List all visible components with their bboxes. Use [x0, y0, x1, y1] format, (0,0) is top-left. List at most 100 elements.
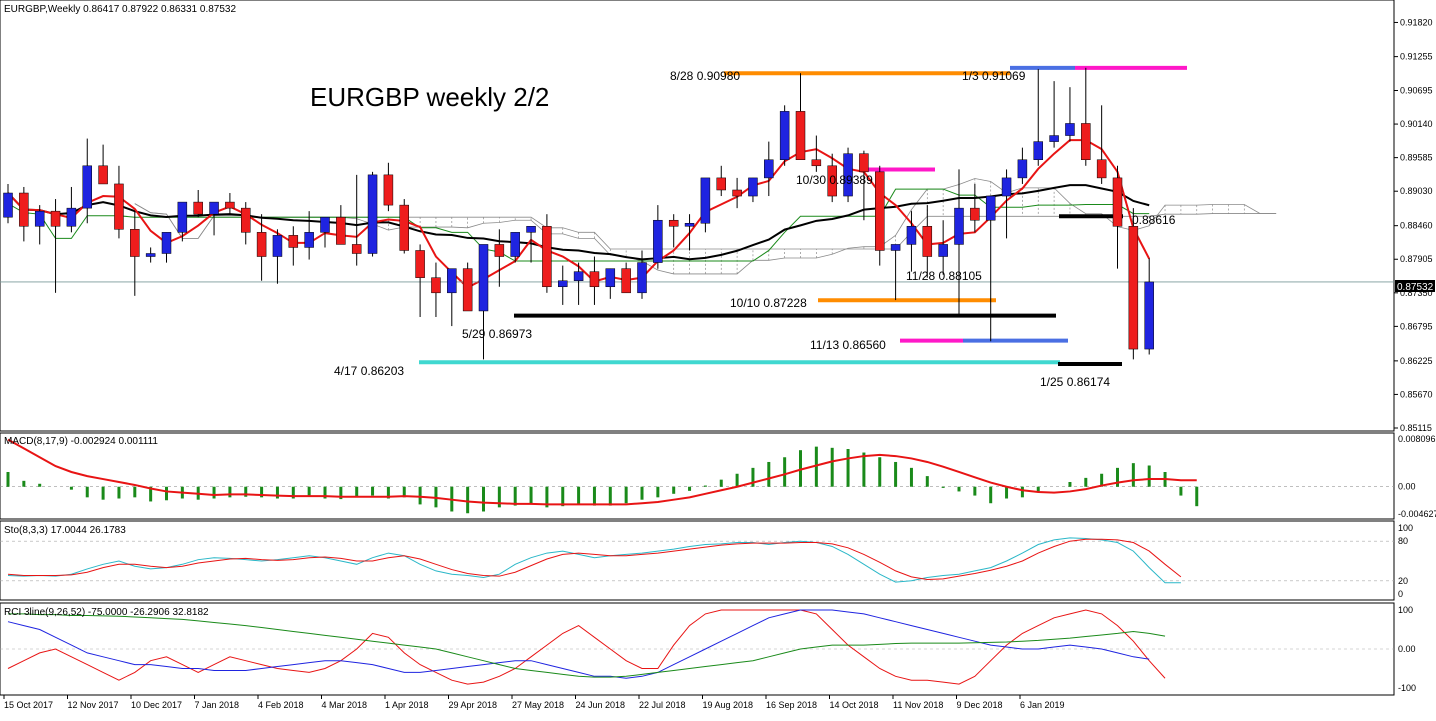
- rci-line: [8, 613, 1166, 678]
- bear-candle: [336, 216, 346, 245]
- bull-candle: [954, 207, 964, 245]
- macd-panel[interactable]: [0, 432, 1395, 520]
- bull-candle: [938, 244, 948, 257]
- time-tick-label: 16 Sep 2018: [766, 700, 817, 710]
- bear-candle: [859, 153, 869, 173]
- price-tick-label: 0.89030: [1400, 186, 1433, 196]
- bull-candle: [684, 223, 695, 227]
- macd-signal-line: [7, 438, 1197, 506]
- rci-tick-label: 100: [1398, 605, 1413, 615]
- rci-series: 100 0.00 -100: [0, 605, 1416, 693]
- bear-candle: [621, 268, 631, 294]
- bear-candle: [225, 201, 235, 209]
- price-tick-label: 0.85670: [1400, 389, 1433, 399]
- bear-candle: [1128, 226, 1139, 350]
- bull-candle: [1001, 177, 1012, 197]
- price-tick-label: 0.86225: [1400, 356, 1433, 366]
- bull-candle: [3, 192, 13, 218]
- bull-candle: [906, 226, 917, 245]
- macd-series: 0.008096 0.00 -0.004627: [0, 434, 1436, 519]
- rci-tick-label: -100: [1398, 683, 1416, 693]
- price-tick-label: 0.91820: [1400, 17, 1433, 27]
- time-tick-label: 10 Dec 2017: [131, 700, 182, 710]
- bull-candle: [1144, 281, 1154, 350]
- bull-candle: [304, 232, 314, 248]
- bear-candle: [98, 165, 108, 185]
- macd-label: MACD(8,17,9) -0.002924 0.001111: [4, 436, 158, 447]
- bear-candle: [1096, 159, 1107, 179]
- bear-candle: [193, 201, 203, 215]
- bear-candle: [827, 165, 837, 197]
- bull-candle: [1033, 141, 1043, 160]
- time-tick-label: 24 Jun 2018: [576, 700, 626, 710]
- bull-candle: [779, 111, 790, 160]
- bear-candle: [399, 204, 409, 251]
- time-tick-label: 4 Mar 2018: [322, 700, 368, 710]
- macd-tick-label: -0.004627: [1398, 509, 1436, 519]
- price-tick-label: 0.87905: [1400, 254, 1433, 264]
- level-annotation: 8/28 0.90980: [670, 69, 740, 83]
- bull-candle: [367, 174, 378, 254]
- bear-candle: [875, 171, 885, 251]
- bull-candle: [320, 216, 330, 233]
- time-tick-label: 29 Apr 2018: [449, 700, 498, 710]
- bear-candle: [716, 177, 726, 191]
- level-annotation: 11/28 0.88105: [906, 269, 982, 283]
- level-annotation: 10/30 0.89389: [796, 173, 873, 187]
- bull-candle: [478, 244, 489, 312]
- rci-line: [7, 609, 1150, 679]
- bear-candle: [589, 271, 600, 288]
- support-resistance-levels: [0, 65, 1394, 366]
- bear-candle: [542, 226, 552, 288]
- bear-candle: [241, 207, 251, 233]
- time-tick-label: 6 Jan 2019: [1020, 700, 1065, 710]
- bear-candle: [130, 229, 140, 257]
- chart-title: EURGBP weekly 2/2: [310, 82, 549, 112]
- stochastic-tick-label: 0: [1398, 589, 1403, 599]
- time-tick-label: 27 May 2018: [512, 700, 564, 710]
- bull-candle: [605, 268, 616, 288]
- bull-candle: [985, 195, 996, 221]
- bull-candle: [82, 165, 92, 209]
- bear-candle: [795, 111, 806, 160]
- bear-candle: [431, 277, 441, 294]
- time-tick-label: 12 Nov 2017: [68, 700, 119, 710]
- time-tick-label: 11 Nov 2018: [893, 700, 943, 710]
- price-tick-label: 0.88460: [1400, 221, 1433, 231]
- bull-candle: [653, 219, 663, 263]
- bull-candle: [526, 226, 536, 233]
- time-tick-label: 9 Dec 2018: [957, 700, 1003, 710]
- stochastic-panel[interactable]: [0, 520, 1395, 601]
- bear-candle: [383, 174, 394, 206]
- bear-candle: [1112, 177, 1123, 227]
- bear-candle: [351, 244, 362, 254]
- bull-candle: [161, 232, 172, 254]
- bull-candle: [447, 268, 457, 294]
- macd-tick-label: 0.00: [1398, 482, 1416, 492]
- price-tick-label: 0.85115: [1400, 423, 1432, 433]
- current-price-tag: [1395, 280, 1435, 292]
- bear-candle: [256, 232, 267, 257]
- stochastic-tick-label: 100: [1398, 523, 1413, 533]
- time-tick-label: 1 Apr 2018: [385, 700, 429, 710]
- bull-candle: [1065, 123, 1075, 136]
- bear-candle: [19, 192, 29, 227]
- price-tick-label: 0.89585: [1400, 153, 1433, 163]
- time-tick-label: 7 Jan 2018: [195, 700, 240, 710]
- level-annotation: 11/13 0.86560: [810, 338, 886, 352]
- symbol-info: EURGBP,Weekly 0.86417 0.87922 0.86331 0.…: [4, 4, 236, 15]
- candles: [3, 67, 1154, 360]
- level-annotation: 1/25 0.86174: [1040, 375, 1110, 389]
- bull-candle: [700, 177, 711, 224]
- bear-candle: [1081, 123, 1091, 160]
- rci-label: RCI 3line(9,26,52) -75.0000 -26.2906 32.…: [4, 607, 209, 618]
- time-tick-label: 19 Aug 2018: [703, 700, 754, 710]
- bear-candle: [970, 207, 980, 221]
- price-tick-label: 0.87350: [1400, 288, 1433, 298]
- bull-candle: [573, 271, 584, 281]
- bull-candle: [1017, 159, 1028, 179]
- bull-candle: [34, 210, 45, 227]
- bear-candle: [114, 183, 124, 230]
